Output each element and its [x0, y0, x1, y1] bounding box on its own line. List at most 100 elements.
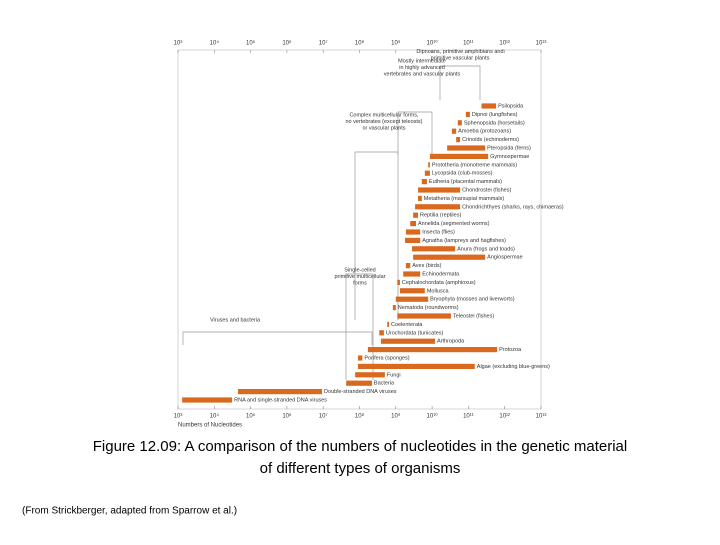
bar: [392, 305, 396, 311]
bar: [405, 237, 421, 243]
bar: [421, 179, 427, 185]
bar: [395, 296, 429, 302]
bracket: [354, 151, 399, 320]
bar: [412, 246, 456, 252]
bar: [238, 389, 323, 395]
bar-label: Mollusca: [427, 288, 450, 294]
bar-label: Agnatha (lampreys and hagfishes): [422, 238, 506, 244]
annotation: Mostly intermediate: [398, 58, 446, 64]
x-tick-label: 10⁹: [391, 40, 401, 47]
bar-label: Pteropsida (ferns): [487, 145, 531, 151]
bar: [367, 347, 498, 353]
bar-label: Algae (excluding blue-greens): [477, 364, 550, 370]
bar-label: Gymnospermae: [490, 154, 529, 160]
bar-label: Crinoids (echinoderms): [462, 137, 519, 143]
x-tick-label: 10³: [174, 414, 183, 420]
bracket: [182, 331, 373, 345]
bar: [418, 195, 422, 201]
bar: [413, 254, 486, 260]
x-tick-label: 10¹¹: [463, 41, 474, 47]
bar: [429, 153, 489, 159]
bar: [405, 229, 421, 235]
bar: [387, 321, 390, 327]
bar: [397, 279, 400, 285]
x-tick-label: 10¹²: [499, 41, 510, 47]
bar-label: Arthropoda: [437, 339, 465, 345]
bar-label: Insecta (flies): [422, 229, 455, 235]
x-tick-label: 10⁴: [210, 413, 220, 420]
bar-label: Bryophyta (mosses and liverworts): [430, 297, 515, 303]
annotation: Complex multicellular forms,: [349, 112, 419, 118]
bar: [182, 397, 233, 403]
x-tick-label: 10⁷: [319, 413, 328, 420]
bar-label: Teleostei (fishes): [453, 313, 494, 319]
annotation: forms: [353, 280, 367, 286]
bar: [346, 380, 372, 386]
bar-label: Chondrostei (fishes): [462, 187, 511, 193]
bar-label: Porifera (sponges): [364, 355, 409, 361]
x-tick-label: 10⁷: [319, 40, 328, 47]
bar: [399, 288, 425, 294]
bar-label: Aves (birds): [412, 263, 441, 269]
bar: [410, 221, 416, 227]
bar-label: Eutheria (placental mammals): [429, 179, 502, 185]
bar: [405, 263, 411, 269]
annotation: or vascular plants: [362, 125, 405, 131]
annotation: in highly advanced: [399, 65, 445, 71]
x-tick-label: 10¹²: [499, 414, 510, 420]
x-tick-label: 10⁶: [282, 413, 292, 420]
x-tick-label: 10¹³: [536, 41, 547, 47]
source: (From Strickberger, adapted from Sparrow…: [22, 506, 237, 517]
bar: [380, 338, 435, 344]
annotation: primitive vascular plants: [431, 55, 490, 61]
bar: [428, 162, 430, 168]
bar: [451, 128, 457, 134]
x-tick-label: 10⁶: [282, 40, 292, 47]
bar: [447, 145, 486, 151]
x-tick-label: 10¹⁰: [427, 413, 439, 420]
bar-label: Echinodermata: [422, 271, 460, 277]
bar: [358, 363, 475, 369]
x-tick-label: 10⁸: [355, 413, 365, 420]
bar-label: Psilopsida: [498, 103, 524, 109]
bar-label: Protozoa: [499, 347, 522, 353]
bar: [424, 170, 430, 176]
bar: [456, 137, 461, 143]
x-tick-label: 10⁵: [246, 40, 256, 47]
bar-label: Sphenopsida (horsetails): [464, 120, 525, 126]
x-tick-label: 10¹³: [536, 414, 547, 420]
x-axis-label: Numbers of Nucleotides: [178, 423, 242, 429]
bar: [415, 204, 461, 210]
bar-label: Anura (frogs and toads): [457, 246, 515, 252]
x-tick-label: 10⁴: [210, 40, 220, 47]
bar: [457, 120, 462, 126]
annotation: primitive multicellular: [334, 274, 385, 280]
bar-label: Metatheria (marsupial mammals): [424, 196, 505, 202]
bar-label: Double-stranded DNA viruses: [324, 389, 397, 395]
caption-line: Figure 12.09: A comparison of the number…: [93, 438, 627, 455]
bar-label: Cephalochordata (amphioxus): [402, 280, 476, 286]
bar: [397, 313, 451, 319]
bar-label: Lycopsida (club-mosses): [432, 171, 493, 177]
bar-label: Chondrichthyes (sharks, rays, chimaeras): [462, 204, 564, 210]
annotation: Single-celled: [344, 267, 376, 273]
bar: [403, 271, 421, 277]
annotation: Dipnoans, primitive amphibians and: [416, 49, 503, 55]
bar: [418, 187, 461, 193]
bracket: [345, 273, 374, 380]
bar: [358, 355, 363, 361]
bar-label: Amoeba (protozoans): [458, 129, 511, 135]
annotation: Viruses and bacteria: [210, 317, 261, 323]
bar-label: Reptilia (reptiles): [420, 213, 461, 219]
bar-label: Bacteria: [374, 381, 395, 387]
bar-label: Coelenterata: [391, 322, 423, 328]
bar-label: Fungi: [387, 372, 401, 378]
bar: [413, 212, 419, 218]
bar-label: Prototheria (monotreme mammals): [432, 162, 517, 168]
caption-line: of different types of organisms: [260, 460, 461, 477]
bracket: [439, 65, 481, 100]
bar-label: Urochordata (tunicates): [386, 330, 444, 336]
brackets: [182, 65, 481, 380]
